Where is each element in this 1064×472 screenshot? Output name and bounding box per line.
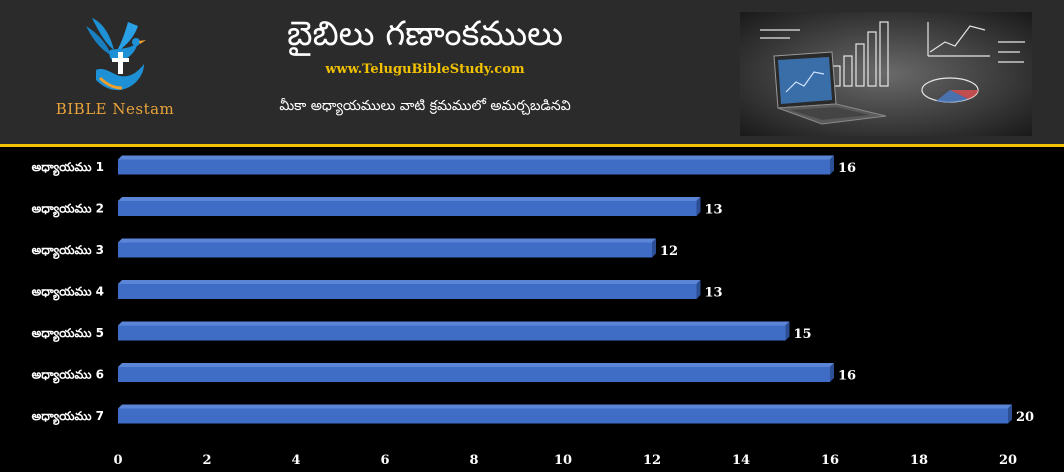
dove-cross-hand-icon [86, 18, 146, 91]
bar-side-face [652, 238, 656, 258]
bar [118, 325, 786, 341]
bar-row: అధ్యాయము 5 15 [32, 321, 812, 342]
laptop-charts-image [740, 12, 1032, 136]
bar-side-face [830, 155, 834, 175]
x-tick-label: 4 [291, 453, 300, 468]
bar-side-face [696, 280, 701, 299]
page-title: బైబిలు గణాంకములు [286, 14, 564, 54]
x-tick-label: 6 [380, 453, 389, 468]
category-label: అధ్యాయము 7 [32, 409, 104, 425]
bar [118, 159, 830, 175]
category-label: అధ్యాయము 5 [32, 326, 104, 342]
data-label: 13 [705, 203, 723, 218]
logo-text: BIBLE Nestam [55, 100, 175, 118]
page-subtitle: మీకా అధ్యాయములు వాటి క్రమములో అమర్చబడినవ… [279, 98, 571, 114]
bar-side-face [785, 321, 790, 341]
bar [118, 242, 652, 258]
data-label: 20 [1016, 410, 1034, 425]
chart-area: అధ్యాయము 1 16 అధ్యాయము 2 13 అధ్యాయము 3 12 అధ్య… [0, 147, 1064, 472]
data-label: 16 [838, 161, 856, 176]
x-tick-label: 14 [732, 453, 750, 468]
laptop-charts-icon [740, 12, 1032, 136]
x-tick-label: 2 [202, 453, 211, 468]
bar-top-face [118, 238, 656, 243]
x-tick-label: 8 [469, 453, 478, 468]
bar-top-face [118, 155, 834, 160]
bar-row: అధ్యాయము 7 20 [32, 404, 1034, 425]
x-tick-label: 0 [113, 453, 122, 468]
x-tick-label: 20 [999, 453, 1017, 468]
x-tick-label: 16 [821, 453, 839, 468]
bar-side-face [696, 197, 701, 216]
category-label: అధ్యాయము 3 [32, 243, 104, 259]
bar-side-face [1008, 404, 1012, 424]
bar [118, 284, 697, 299]
header: BIBLE Nestam బైబిలు గణాంకములు www.Telugu… [0, 0, 1064, 144]
bar-row: అధ్యాయము 3 12 [32, 238, 678, 259]
bar-top-face [118, 197, 701, 201]
x-axis: 0 2 4 6 8 10 12 14 16 18 20 [113, 453, 1017, 468]
header-divider [0, 144, 1064, 147]
bar [118, 367, 830, 382]
bar-side-face [830, 363, 834, 382]
data-label: 16 [838, 369, 856, 384]
bar-top-face [118, 404, 1012, 409]
data-label: 12 [660, 244, 678, 259]
bar [118, 201, 697, 216]
category-label: అధ్యాయము 1 [32, 160, 104, 176]
x-tick-label: 18 [910, 453, 928, 468]
category-label: అధ్యాయము 4 [32, 285, 104, 301]
data-label: 15 [794, 327, 812, 342]
category-label: అధ్యాయము 6 [32, 368, 104, 384]
bible-nestam-logo: BIBLE Nestam [40, 4, 190, 136]
category-label: అధ్యాయము 2 [32, 202, 104, 218]
bar-top-face [118, 363, 834, 367]
bar-row: అధ్యాయము 4 13 [32, 280, 723, 301]
bar [118, 408, 1008, 424]
bar-row: అధ్యాయము 6 16 [32, 363, 856, 384]
data-label: 13 [705, 286, 723, 301]
bar-top-face [118, 321, 790, 326]
bar-row: అధ్యాయము 1 16 [32, 155, 856, 176]
x-tick-label: 12 [643, 453, 661, 468]
bar-row: అధ్యాయము 2 13 [32, 197, 723, 218]
website-link[interactable]: www.TeluguBibleStudy.com [325, 62, 525, 77]
bar-top-face [118, 280, 701, 284]
x-tick-label: 10 [554, 453, 572, 468]
